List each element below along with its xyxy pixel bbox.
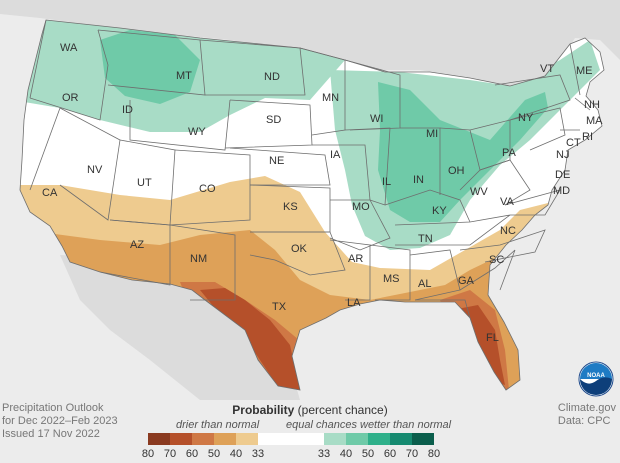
state-label-sc: SC bbox=[489, 254, 504, 266]
state-label-mt: MT bbox=[176, 70, 192, 82]
legend-swatch-drier bbox=[214, 433, 236, 445]
legend-equal-label: equal chances bbox=[286, 419, 357, 431]
outlook-map: WA OR ID MT WY ND SD MN WI MI VT ME NH M… bbox=[0, 0, 620, 400]
legend-swatch-drier bbox=[148, 433, 170, 445]
legend-title-rest: (percent chance) bbox=[297, 403, 388, 417]
wet-region-montana bbox=[100, 30, 200, 104]
legend-swatch-wetter bbox=[324, 433, 346, 445]
state-label-mn: MN bbox=[322, 92, 339, 104]
legend-swatch-drier bbox=[170, 433, 192, 445]
legend-tick-wetter: 33 bbox=[317, 448, 331, 460]
state-label-or: OR bbox=[62, 92, 79, 104]
legend-tick-wetter: 40 bbox=[339, 448, 353, 460]
legend-swatch-wetter bbox=[390, 433, 412, 445]
legend-tick-wetter: 80 bbox=[427, 448, 441, 460]
state-label-wa: WA bbox=[60, 42, 78, 54]
legend-tick-wetter: 70 bbox=[405, 448, 419, 460]
state-label-wi: WI bbox=[370, 113, 383, 125]
dry-region-texas-florida bbox=[200, 288, 505, 390]
legend-swatch-wetter bbox=[346, 433, 368, 445]
legend-tick-drier: 80 bbox=[141, 448, 155, 460]
state-label-sd: SD bbox=[266, 114, 281, 126]
legend-tick-wetter: 60 bbox=[383, 448, 397, 460]
state-label-ma: MA bbox=[586, 115, 603, 127]
legend-tick-drier: 50 bbox=[207, 448, 221, 460]
state-label-ga: GA bbox=[458, 275, 475, 287]
state-label-nm: NM bbox=[190, 253, 207, 265]
map-svg: WA OR ID MT WY ND SD MN WI MI VT ME NH M… bbox=[0, 0, 620, 400]
state-borders bbox=[19, 19, 605, 391]
state-label-az: AZ bbox=[130, 239, 144, 251]
state-label-ok: OK bbox=[291, 243, 308, 255]
legend-tick-drier: 40 bbox=[229, 448, 243, 460]
state-label-me: ME bbox=[576, 65, 593, 77]
caption-issued: Issued 17 Nov 2022 bbox=[2, 428, 100, 440]
state-label-fl: FL bbox=[486, 332, 499, 344]
noaa-logo-icon: NOAA bbox=[578, 361, 614, 397]
noaa-logo-text: NOAA bbox=[587, 373, 605, 379]
state-label-de: DE bbox=[555, 169, 570, 181]
state-label-mo: MO bbox=[352, 201, 370, 213]
legend-tick-drier: 60 bbox=[185, 448, 199, 460]
state-label-id: ID bbox=[122, 104, 133, 116]
legend-tick-drier: 33 bbox=[251, 448, 265, 460]
state-label-vt: VT bbox=[540, 63, 554, 75]
canada-landmass bbox=[0, 0, 620, 92]
state-label-in: IN bbox=[413, 174, 424, 186]
legend-tick-wetter: 50 bbox=[361, 448, 375, 460]
wet-region-ohio bbox=[378, 82, 548, 222]
legend-swatch-wetter bbox=[368, 433, 390, 445]
legend-swatch-wetter bbox=[412, 433, 434, 445]
state-label-ca: CA bbox=[42, 187, 58, 199]
state-label-ct: CT bbox=[566, 137, 581, 149]
legend-swatch-drier bbox=[192, 433, 214, 445]
state-label-co: CO bbox=[199, 183, 216, 195]
state-label-va: VA bbox=[500, 196, 515, 208]
credit-source: Data: CPC bbox=[557, 415, 611, 427]
state-label-pa: PA bbox=[502, 147, 517, 159]
state-label-il: IL bbox=[382, 176, 391, 188]
state-label-nc: NC bbox=[500, 225, 516, 237]
legend-swatch-equal bbox=[258, 433, 324, 445]
legend-swatch-drier bbox=[236, 433, 258, 445]
state-label-nv: NV bbox=[87, 164, 103, 176]
caption-title: Precipitation Outlook bbox=[2, 402, 104, 414]
legend-title-bold: Probability bbox=[232, 403, 295, 417]
state-label-ms: MS bbox=[383, 273, 400, 285]
map-caption: Precipitation Outlook for Dec 2022–Feb 2… bbox=[2, 402, 118, 441]
map-credit: Climate.gov Data: CPC bbox=[558, 402, 616, 428]
state-label-ky: KY bbox=[432, 205, 447, 217]
state-label-ut: UT bbox=[137, 177, 152, 189]
state-label-wv: WV bbox=[470, 186, 488, 198]
state-label-nd: ND bbox=[264, 71, 280, 83]
legend-drier-label: drier than normal bbox=[176, 419, 260, 431]
state-label-nj: NJ bbox=[556, 149, 569, 161]
state-label-md: MD bbox=[553, 185, 570, 197]
state-label-wy: WY bbox=[188, 126, 206, 138]
state-label-ks: KS bbox=[283, 201, 298, 213]
state-label-la: LA bbox=[347, 297, 361, 309]
state-label-ia: IA bbox=[330, 149, 341, 161]
state-labels: WA OR ID MT WY ND SD MN WI MI VT ME NH M… bbox=[42, 42, 603, 344]
mexico-landmass bbox=[60, 255, 300, 400]
legend-tick-drier: 70 bbox=[163, 448, 177, 460]
state-label-tn: TN bbox=[418, 233, 433, 245]
state-label-mi: MI bbox=[426, 128, 438, 140]
state-label-ny: NY bbox=[518, 112, 534, 124]
state-label-ar: AR bbox=[348, 253, 363, 265]
legend-title: Probability (percent chance) bbox=[150, 403, 470, 417]
caption-period: for Dec 2022–Feb 2023 bbox=[2, 415, 118, 427]
state-label-nh: NH bbox=[584, 99, 600, 111]
state-label-tx: TX bbox=[272, 301, 287, 313]
state-label-al: AL bbox=[418, 278, 431, 290]
legend-wetter-label: wetter than normal bbox=[360, 419, 452, 431]
credit-site: Climate.gov bbox=[557, 402, 616, 414]
state-label-ne: NE bbox=[269, 155, 284, 167]
state-label-ri: RI bbox=[582, 131, 593, 143]
state-label-oh: OH bbox=[448, 165, 465, 177]
